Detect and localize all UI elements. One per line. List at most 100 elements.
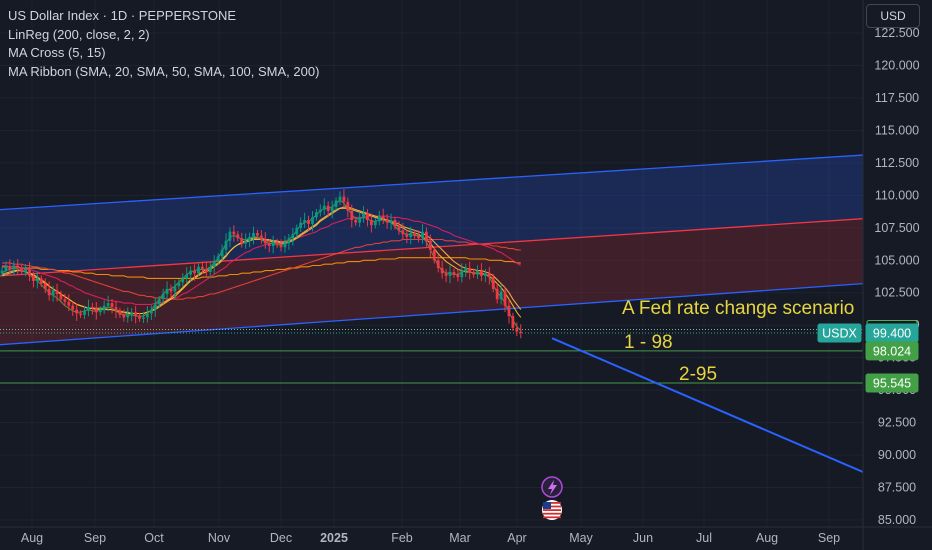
price-axis[interactable] xyxy=(863,0,932,550)
candle xyxy=(149,305,153,320)
y-tick-label: 115.000 xyxy=(875,123,919,137)
candle xyxy=(373,218,377,229)
x-tick-label: Jul xyxy=(696,531,712,545)
svg-text:USDX: USDX xyxy=(822,326,857,340)
candle xyxy=(63,293,67,307)
y-tick-label: 85.000 xyxy=(878,513,916,527)
candle xyxy=(16,259,20,276)
candle xyxy=(487,266,491,285)
events xyxy=(541,476,563,520)
candle xyxy=(366,209,369,227)
svg-text:99.400: 99.400 xyxy=(873,326,911,340)
candle xyxy=(417,230,420,243)
candle xyxy=(315,208,318,221)
candle xyxy=(444,268,448,283)
candle xyxy=(193,264,196,281)
candle xyxy=(204,261,208,278)
candle xyxy=(173,279,177,299)
candle xyxy=(370,213,373,233)
price-tag-level-1[interactable]: 98.024 xyxy=(865,341,919,361)
candle xyxy=(358,212,362,227)
legend-indicator-ma-ribbon[interactable]: MA Ribbon (SMA, 20, SMA, 50, SMA, 100, S… xyxy=(8,63,320,79)
candle xyxy=(157,295,161,308)
candle xyxy=(87,299,90,317)
x-tick-label: Mar xyxy=(449,531,471,545)
candle xyxy=(208,262,212,279)
projection-line[interactable] xyxy=(551,337,891,485)
candle xyxy=(409,226,413,245)
y-tick-label: 102.500 xyxy=(874,286,919,300)
candle xyxy=(393,216,397,230)
legend-indicator-linreg[interactable]: LinReg (200, close, 2, 2) xyxy=(8,26,150,42)
candle xyxy=(122,309,126,322)
candle xyxy=(401,222,405,240)
chart-legend: US Dollar Index · 1D · PEPPERSTONE LinRe… xyxy=(8,7,319,81)
candle xyxy=(12,261,16,276)
candle xyxy=(106,295,110,312)
candle xyxy=(232,225,236,242)
candle xyxy=(146,306,149,323)
candle xyxy=(256,229,259,239)
candle xyxy=(334,197,338,211)
us-flag-icon[interactable] xyxy=(542,500,562,520)
candle xyxy=(397,221,401,235)
candle xyxy=(468,261,472,280)
candle xyxy=(244,233,248,249)
symbol-tag-usdx[interactable]: USDX xyxy=(817,323,862,343)
y-tick-label: 112.500 xyxy=(875,156,919,170)
candle xyxy=(307,215,310,231)
x-tick-label: Jun xyxy=(633,531,653,545)
candle xyxy=(295,224,299,238)
candle xyxy=(511,312,515,332)
candle xyxy=(212,255,216,275)
channel-upper-fill xyxy=(0,155,863,276)
annotation-target-2: 2-95 xyxy=(679,364,718,385)
candle xyxy=(98,306,102,316)
candle xyxy=(240,232,244,248)
candle xyxy=(405,230,409,244)
x-tick-label: Sep xyxy=(84,531,106,545)
candle xyxy=(134,305,138,324)
y-tick-label: 122.500 xyxy=(874,26,919,40)
candle xyxy=(0,267,4,277)
candle xyxy=(330,200,334,219)
candle xyxy=(161,288,165,304)
candle xyxy=(39,275,43,287)
currency-button[interactable]: USD xyxy=(866,4,920,28)
candle xyxy=(24,264,27,277)
candle xyxy=(354,216,358,226)
ma-sma-50-line xyxy=(2,215,522,305)
y-tick-label: 107.500 xyxy=(874,221,919,235)
x-tick-label: Aug xyxy=(756,531,778,545)
candle xyxy=(185,267,189,284)
candle xyxy=(165,281,169,300)
candle xyxy=(428,234,432,258)
candle xyxy=(130,307,134,322)
legend-indicator-ma-cross[interactable]: MA Cross (5, 15) xyxy=(8,45,106,60)
y-tick-label: 92.500 xyxy=(878,416,916,430)
candle xyxy=(142,312,145,323)
candle xyxy=(177,279,181,290)
candle xyxy=(90,302,94,315)
y-tick-label: 117.500 xyxy=(875,91,919,105)
candle xyxy=(20,264,24,276)
x-tick-label: Feb xyxy=(391,531,413,545)
candle xyxy=(476,265,479,279)
candle xyxy=(326,201,330,218)
price-tag-current[interactable]: 99.400 xyxy=(865,323,919,343)
lightning-icon[interactable] xyxy=(541,476,563,498)
candle xyxy=(421,224,424,244)
candle xyxy=(259,230,263,244)
svg-text:95.545: 95.545 xyxy=(873,377,911,391)
candle xyxy=(118,307,122,319)
price-tag-level-2[interactable]: 95.545 xyxy=(865,373,919,393)
candle xyxy=(263,232,267,249)
y-tick-label: 87.500 xyxy=(878,481,916,495)
candle xyxy=(456,269,460,282)
legend-title: US Dollar Index · 1D · PEPPERSTONE xyxy=(8,8,237,23)
candle xyxy=(67,294,71,312)
candle xyxy=(495,283,499,304)
candle xyxy=(499,284,503,305)
candle xyxy=(350,204,354,228)
